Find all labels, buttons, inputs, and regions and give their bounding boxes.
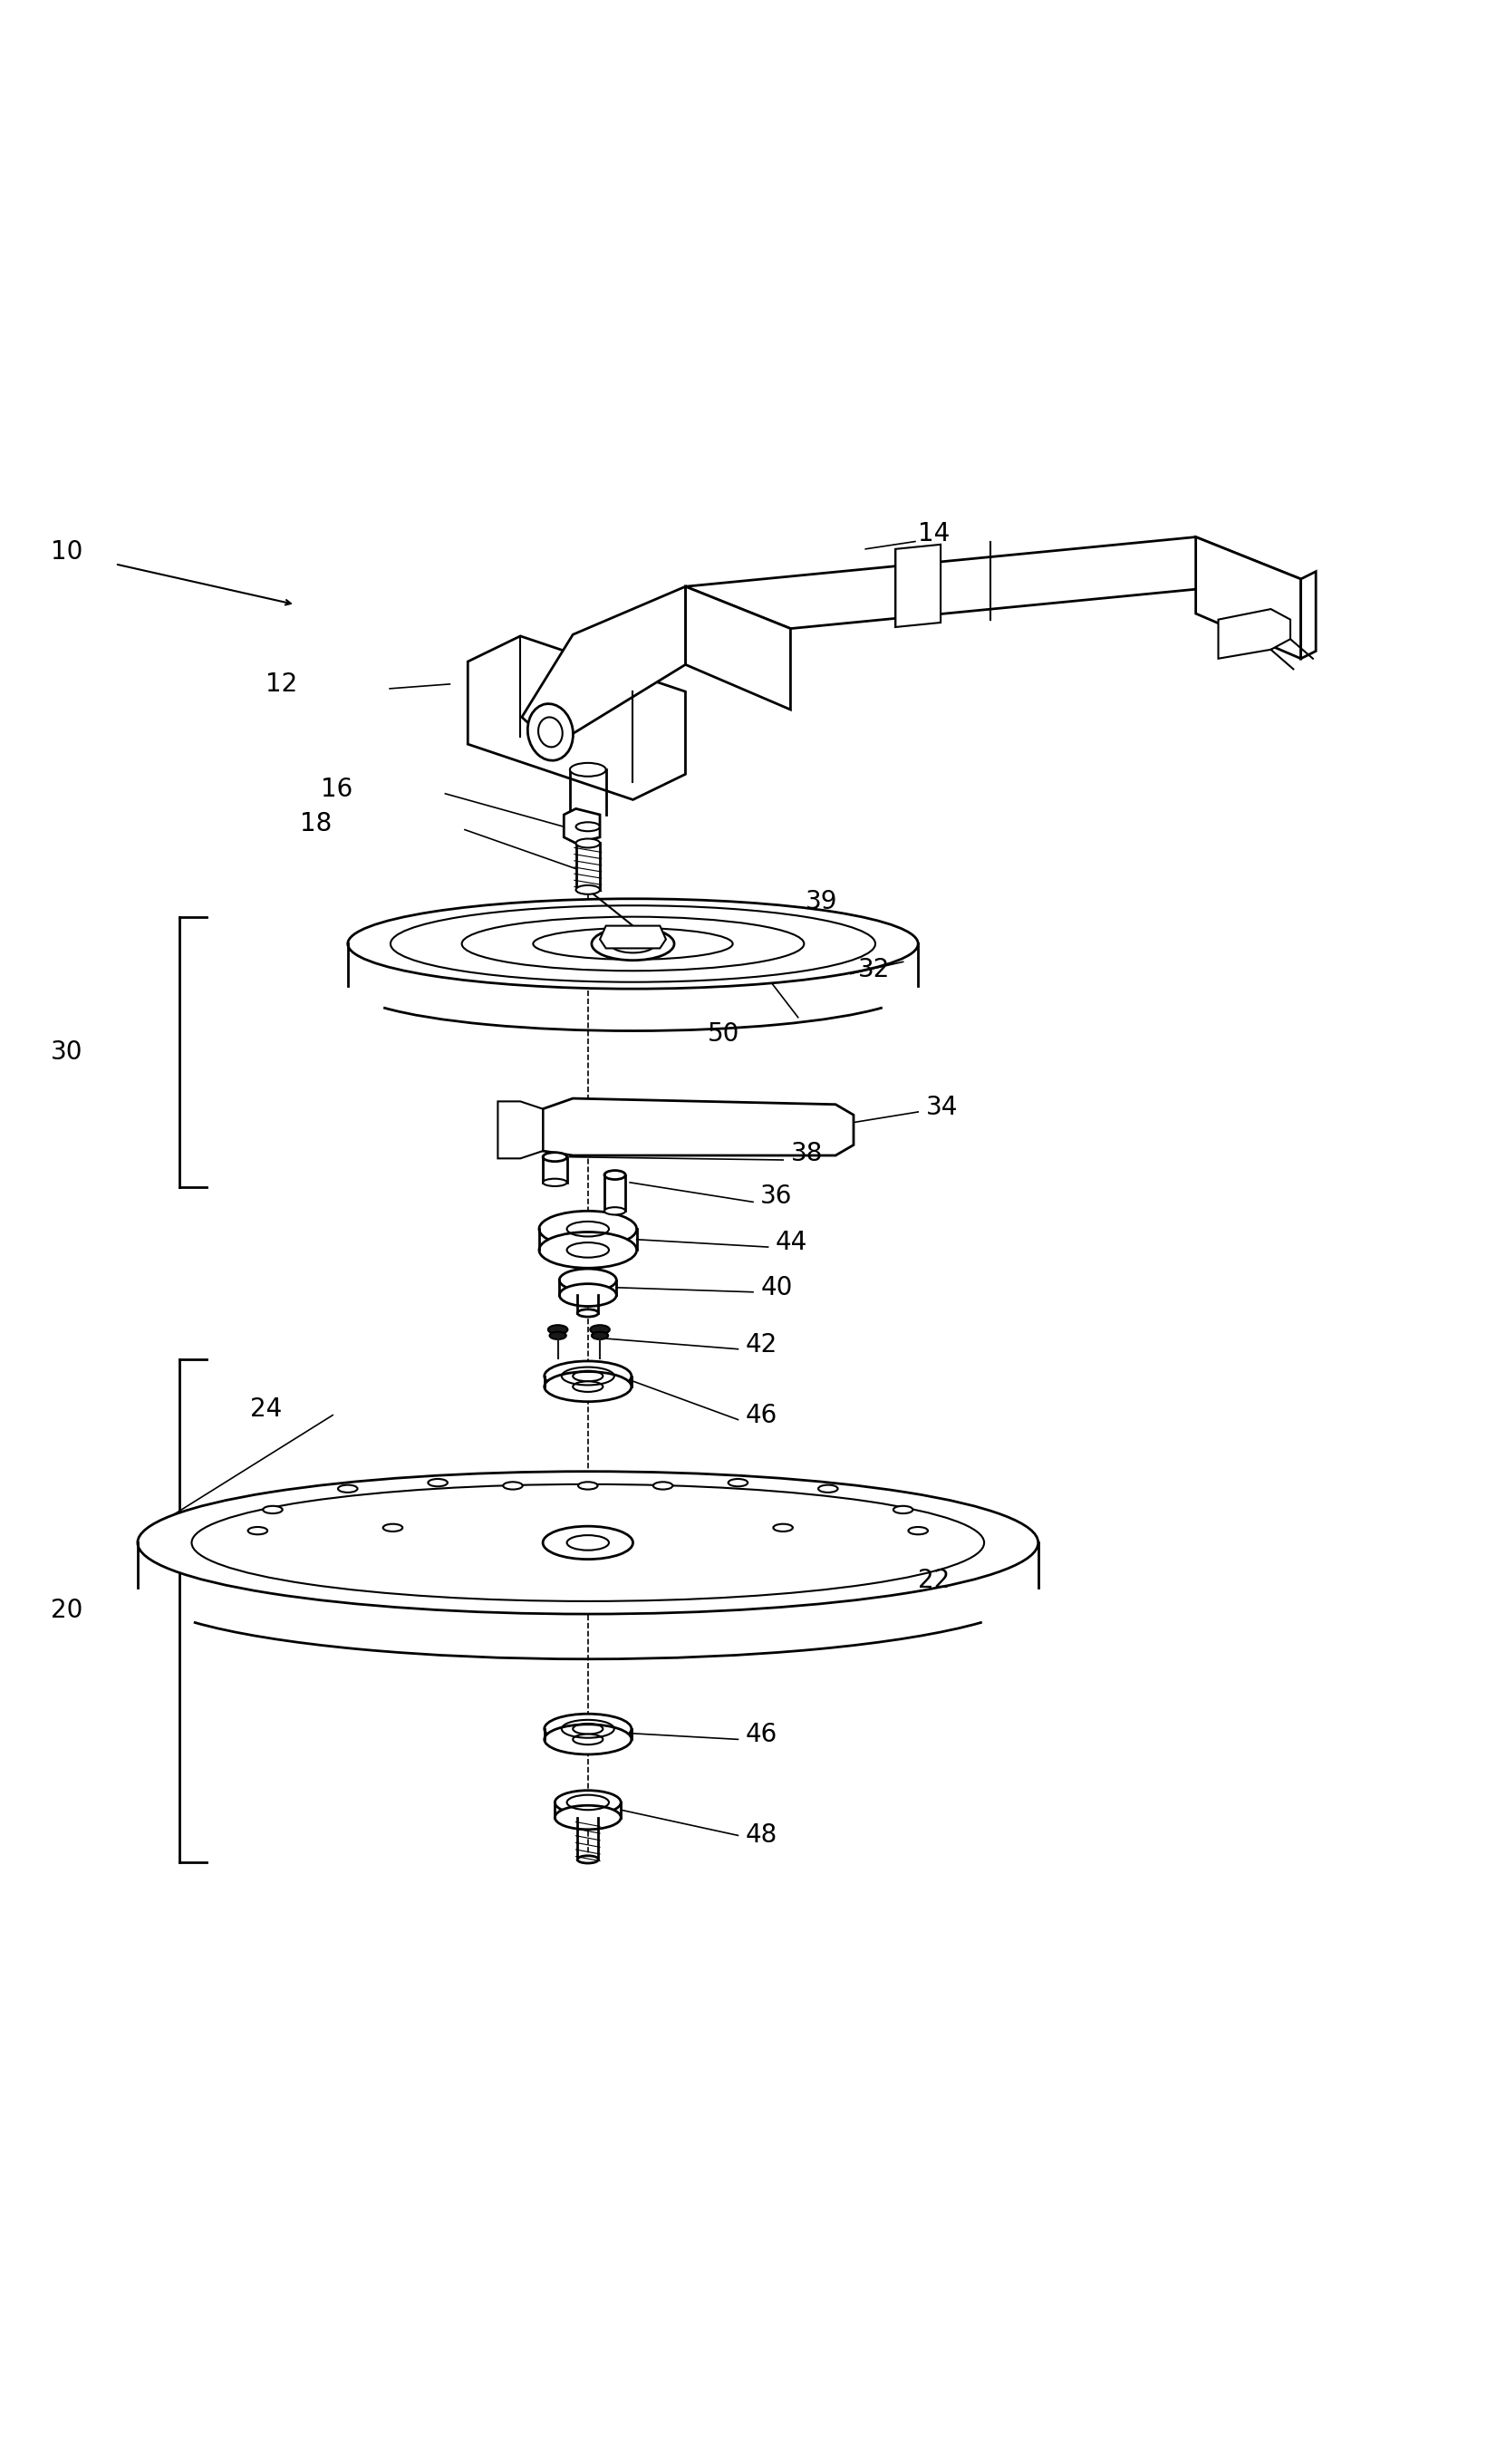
Polygon shape [498,1101,542,1158]
Ellipse shape [572,1382,602,1392]
Polygon shape [685,586,791,710]
Polygon shape [1218,609,1291,658]
Text: 39: 39 [806,890,837,914]
Polygon shape [542,1099,854,1156]
Ellipse shape [554,1791,620,1814]
Ellipse shape [575,885,599,894]
Ellipse shape [818,1486,837,1493]
Text: 42: 42 [745,1333,777,1358]
Text: 24: 24 [250,1397,282,1422]
Ellipse shape [578,1481,598,1488]
Text: 46: 46 [745,1722,777,1747]
Ellipse shape [893,1506,913,1513]
Ellipse shape [654,1481,673,1488]
Text: 32: 32 [858,956,890,983]
Ellipse shape [544,1715,631,1745]
Text: 46: 46 [745,1402,777,1427]
Text: 38: 38 [791,1141,822,1165]
Ellipse shape [592,926,675,961]
Text: 16: 16 [321,776,352,801]
Polygon shape [563,808,599,843]
Ellipse shape [137,1471,1038,1614]
Polygon shape [468,636,685,801]
Ellipse shape [548,1326,568,1333]
Ellipse shape [428,1478,447,1486]
Ellipse shape [566,1242,608,1257]
Ellipse shape [337,1486,357,1493]
Text: 10: 10 [51,540,83,564]
Text: 44: 44 [776,1230,807,1254]
Ellipse shape [544,1372,631,1402]
Polygon shape [685,537,1301,628]
Ellipse shape [539,1232,637,1269]
Polygon shape [1301,572,1316,658]
Text: 18: 18 [300,811,331,835]
Ellipse shape [550,1333,566,1340]
Ellipse shape [554,1806,620,1828]
Ellipse shape [604,1170,625,1180]
Ellipse shape [592,1333,608,1340]
Ellipse shape [544,1725,631,1754]
Ellipse shape [577,1855,598,1863]
Ellipse shape [773,1523,792,1533]
Text: 34: 34 [926,1094,958,1121]
Ellipse shape [544,1360,631,1392]
Polygon shape [896,545,941,626]
Text: 30: 30 [51,1040,83,1064]
Ellipse shape [264,1506,283,1513]
Ellipse shape [572,1735,602,1745]
Ellipse shape [577,1308,598,1316]
Ellipse shape [539,1210,637,1247]
Text: 36: 36 [761,1183,792,1210]
Text: 14: 14 [919,522,950,547]
Text: 40: 40 [761,1274,792,1301]
Ellipse shape [248,1528,268,1535]
Polygon shape [1196,537,1301,658]
Polygon shape [523,586,685,734]
Ellipse shape [383,1523,402,1533]
Ellipse shape [542,1153,566,1161]
Text: 50: 50 [708,1020,739,1047]
Ellipse shape [527,705,574,761]
Ellipse shape [348,899,919,988]
Text: 22: 22 [919,1567,950,1592]
Ellipse shape [604,1207,625,1215]
Ellipse shape [908,1528,928,1535]
Ellipse shape [729,1478,748,1486]
Ellipse shape [542,1178,566,1185]
Text: 12: 12 [265,670,297,697]
Ellipse shape [559,1284,616,1306]
Text: 20: 20 [51,1597,83,1624]
Ellipse shape [590,1326,610,1333]
Text: 48: 48 [745,1823,777,1848]
Ellipse shape [542,1525,633,1560]
Ellipse shape [559,1269,616,1291]
Ellipse shape [503,1481,523,1488]
Ellipse shape [575,838,599,848]
Polygon shape [599,926,666,949]
Ellipse shape [569,764,605,776]
